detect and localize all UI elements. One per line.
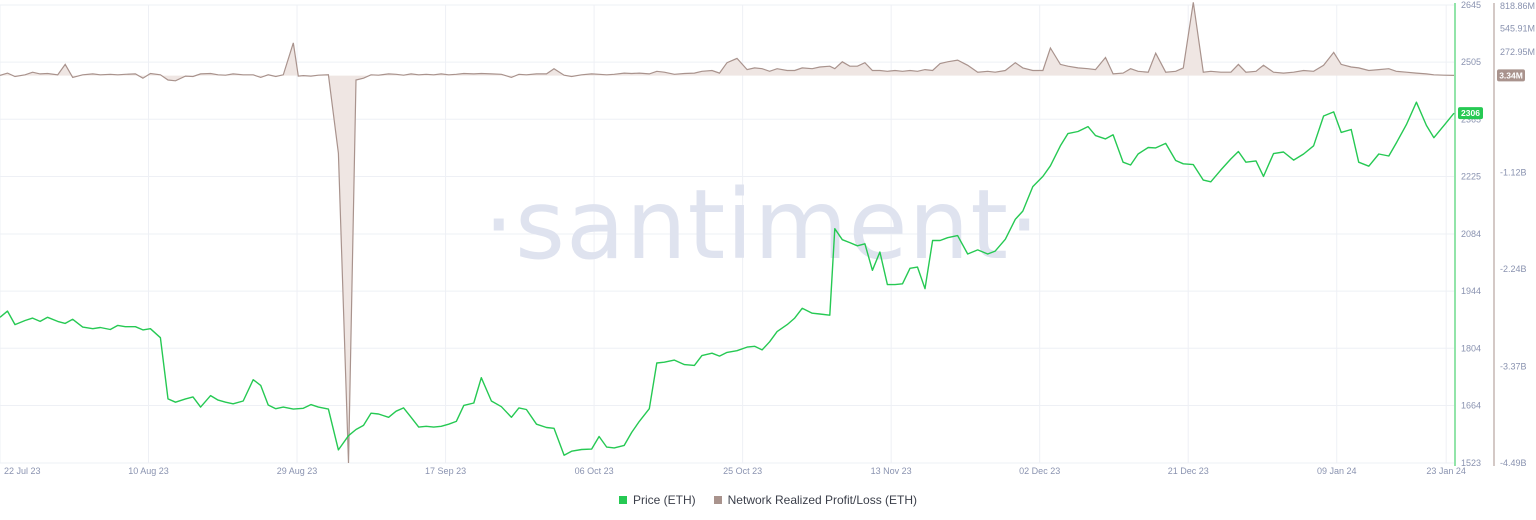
legend: Price (ETH) Network Realized Profit/Loss… [0,490,1536,510]
axes [1454,3,1495,466]
profit-loss-swatch-icon [713,496,722,504]
price-axis-ticks: 1523 1664 1804 1944 2084 2225 2365 2505 2645 [1461,0,1481,468]
price-tick-label: 1944 [1461,286,1481,296]
legend-item-price[interactable]: Price (ETH) [618,493,696,507]
legend-label-price: Price (ETH) [632,493,696,507]
profit-loss-current-badge-label: 3.34M [1499,70,1523,80]
x-tick-label: 13 Nov 23 [871,466,912,476]
price-line [0,101,1455,456]
price-tick-label: 2084 [1461,229,1481,239]
price-tick-label: 2505 [1461,57,1481,67]
x-tick-label: 21 Dec 23 [1168,466,1209,476]
x-tick-label: 25 Oct 23 [723,466,762,476]
x-tick-label: 02 Dec 23 [1019,466,1060,476]
profit-loss-tick-label: -1.12B [1500,167,1527,177]
current-value-badges: 2306 3.34M [1458,69,1525,120]
price-tick-label: 1804 [1461,343,1481,353]
price-tick-label: 2645 [1461,0,1481,10]
price-tick-label: 2365 [1461,114,1481,124]
profit-loss-axis-ticks: 818.86M 545.91M 272.95M -1.12B -2.24B -3.37B -… [1500,1,1535,468]
profit-loss-tick-label: 545.91M [1500,24,1535,34]
x-tick-label: 22 Jul 23 [4,466,41,476]
x-tick-label: 06 Oct 23 [575,466,614,476]
price-current-badge [1458,107,1483,120]
x-tick-label: 29 Aug 23 [277,466,318,476]
price-series [0,101,1455,456]
profit-loss-tick-label: 818.86M [1500,1,1535,11]
price-tick-label: 1664 [1461,400,1481,410]
legend-item-profit-loss[interactable]: Network Realized Profit/Loss (ETH) [713,493,918,507]
profit-loss-tick-label: -2.24B [1500,264,1527,274]
profit-loss-current-badge [1497,69,1525,82]
x-tick-label: 10 Aug 23 [128,466,169,476]
legend-label-profit-loss: Network Realized Profit/Loss (ETH) [727,493,918,507]
x-axis-ticks: 22 Jul 23 10 Aug 23 29 Aug 23 17 Sep 23 06 O… [4,466,1466,476]
profit-loss-line [0,2,1455,464]
x-tick-label: 23 Jan 24 [1426,466,1466,476]
price-current-badge-label: 2306 [1461,108,1480,118]
santiment-watermark: ·santiment· [483,169,1040,281]
profit-loss-tick-label: -3.37B [1500,361,1527,371]
profit-loss-tick-label: 272.95M [1500,47,1535,57]
price-tick-label: 1523 [1461,458,1481,468]
price-tick-label: 2225 [1461,171,1481,181]
profit-loss-tick-label: -4.49B [1500,458,1527,468]
chart-area: ·santiment· 22 Jul 23 10 Aug 23 29 Aug 23 1… [0,0,1535,476]
x-tick-label: 17 Sep 23 [425,466,466,476]
profit-loss-series [0,2,1455,464]
price-swatch-icon [618,496,627,504]
x-tick-label: 09 Jan 24 [1317,466,1357,476]
